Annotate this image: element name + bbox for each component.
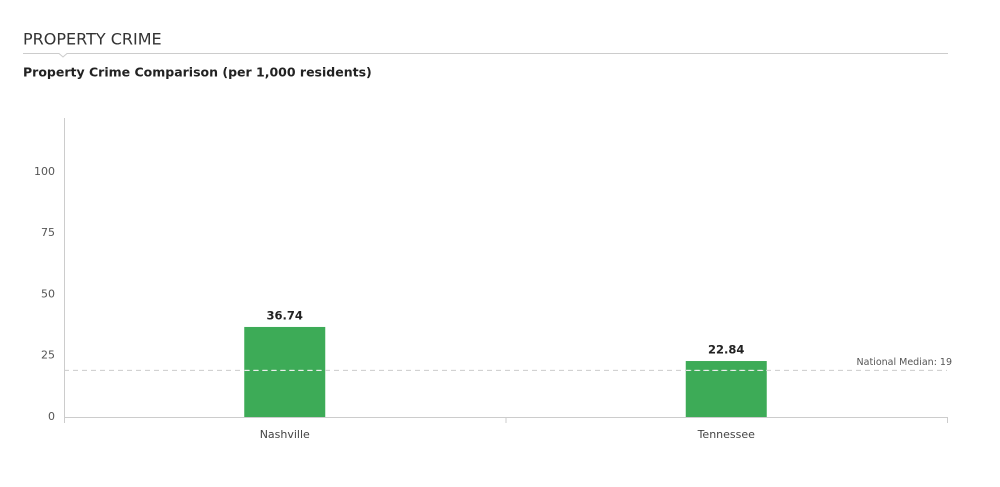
value-label: 22.84	[708, 343, 744, 357]
reference-label: National Median: 19	[857, 357, 952, 368]
bar	[244, 326, 326, 417]
x-tick-label: Nashville	[260, 428, 310, 441]
bar	[685, 361, 767, 417]
value-label: 36.74	[267, 308, 303, 322]
title-underline	[23, 53, 948, 58]
x-tick-label: Tennessee	[697, 428, 756, 441]
y-tick-label: 50	[41, 287, 55, 300]
chart-title: Property Crime Comparison (per 1,000 res…	[23, 65, 372, 80]
section-title: PROPERTY CRIME	[23, 30, 162, 49]
y-tick-label: 0	[48, 410, 55, 423]
y-tick-label: 25	[41, 349, 55, 362]
y-tick-label: 75	[41, 226, 55, 239]
y-tick-label: 100	[34, 165, 55, 178]
